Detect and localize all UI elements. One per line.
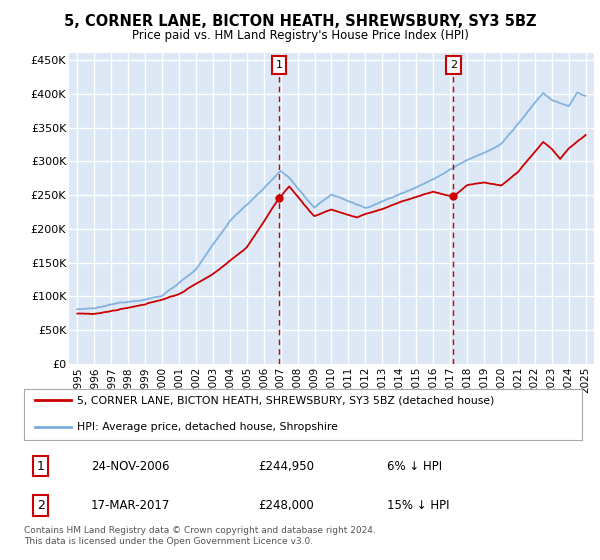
- Text: HPI: Average price, detached house, Shropshire: HPI: Average price, detached house, Shro…: [77, 422, 338, 432]
- Text: 2: 2: [450, 60, 457, 69]
- Text: 5, CORNER LANE, BICTON HEATH, SHREWSBURY, SY3 5BZ: 5, CORNER LANE, BICTON HEATH, SHREWSBURY…: [64, 14, 536, 29]
- Text: 15% ↓ HPI: 15% ↓ HPI: [387, 499, 449, 512]
- Text: 1: 1: [37, 460, 44, 473]
- Text: 1: 1: [275, 60, 283, 69]
- Text: Contains HM Land Registry data © Crown copyright and database right 2024.
This d: Contains HM Land Registry data © Crown c…: [24, 526, 376, 546]
- Text: Price paid vs. HM Land Registry's House Price Index (HPI): Price paid vs. HM Land Registry's House …: [131, 29, 469, 42]
- Text: 5, CORNER LANE, BICTON HEATH, SHREWSBURY, SY3 5BZ (detached house): 5, CORNER LANE, BICTON HEATH, SHREWSBURY…: [77, 395, 494, 405]
- Text: 24-NOV-2006: 24-NOV-2006: [91, 460, 169, 473]
- Text: £244,950: £244,950: [259, 460, 314, 473]
- Text: 6% ↓ HPI: 6% ↓ HPI: [387, 460, 442, 473]
- Text: £248,000: £248,000: [259, 499, 314, 512]
- Text: 17-MAR-2017: 17-MAR-2017: [91, 499, 170, 512]
- Text: 2: 2: [37, 499, 44, 512]
